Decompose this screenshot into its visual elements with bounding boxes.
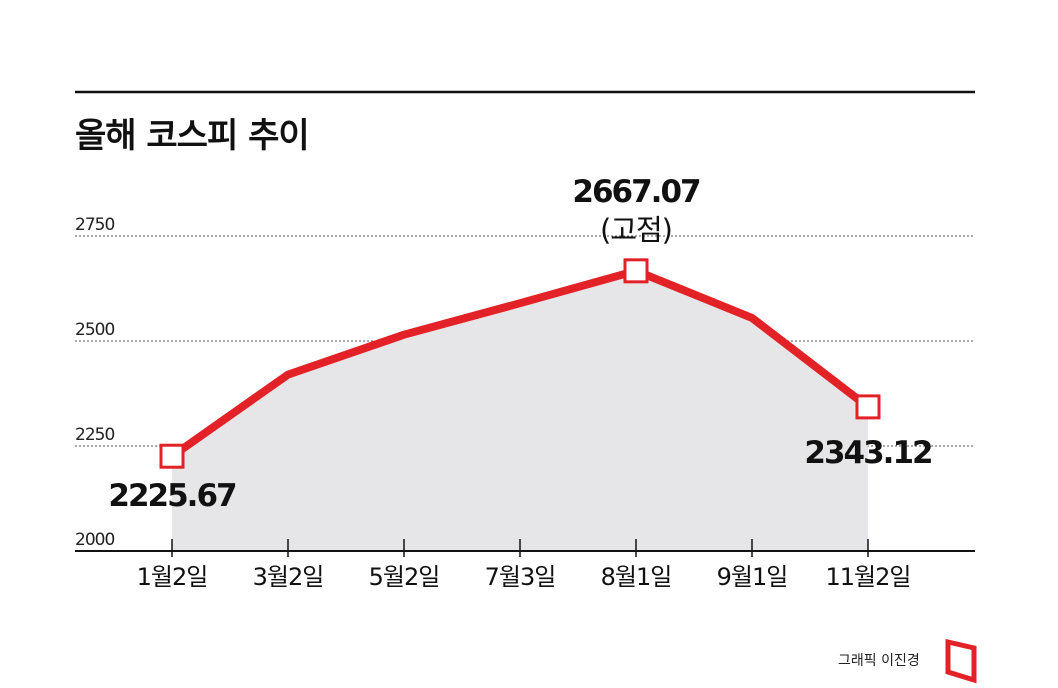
x-tick-label: 1월2일 [137, 563, 208, 591]
data-label: 2343.12 [804, 435, 931, 471]
x-tick-label: 11월2일 [826, 563, 911, 591]
x-tick-label: 3월2일 [253, 563, 324, 591]
data-label: 2667.07 [572, 174, 700, 210]
series-line [168, 266, 872, 461]
x-tick-label: 9월1일 [717, 563, 788, 591]
area-fill [172, 270, 868, 551]
point-marker [159, 443, 185, 469]
point-marker [623, 258, 649, 284]
x-tick-label: 7월3일 [485, 563, 556, 591]
chart-title: 올해 코스피 추이 [75, 116, 310, 156]
y-tick-label: 2500 [75, 320, 114, 340]
x-tick-label: 5월2일 [369, 563, 440, 591]
point-marker [855, 394, 881, 420]
y-tick-label: 2250 [75, 425, 114, 445]
y-tick-label: 2000 [75, 530, 114, 550]
data-label: 2225.67 [108, 478, 236, 514]
logo-icon [945, 638, 977, 684]
x-tick-label: 8월1일 [601, 563, 672, 591]
y-tick-label: 2750 [75, 215, 114, 235]
graphic-credit: 그래픽 이진경 [838, 653, 920, 669]
data-label-note: (고점) [600, 213, 672, 247]
